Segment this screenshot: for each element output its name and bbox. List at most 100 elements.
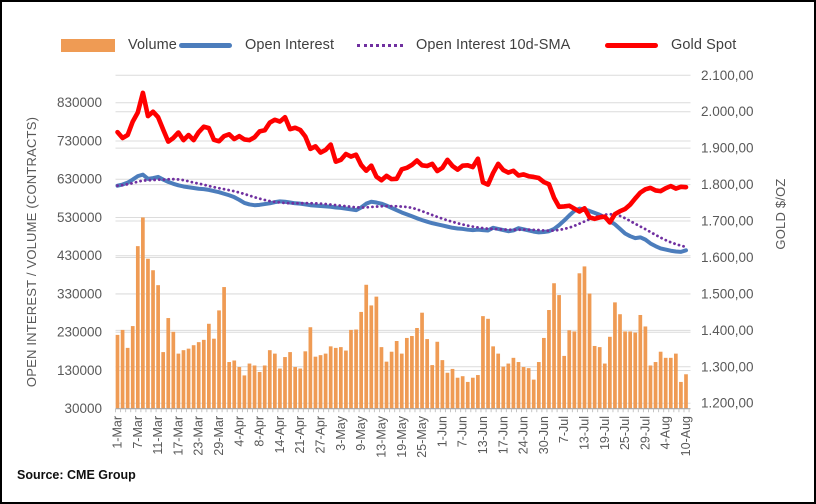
volume-bar (440, 360, 445, 409)
x-axis-tick-label: 3-May (334, 415, 348, 450)
volume-bar (455, 377, 460, 409)
volume-bar (338, 347, 343, 409)
volume-bar (404, 337, 409, 409)
volume-bar (435, 341, 440, 409)
volume-bar (531, 379, 536, 409)
volume-bar (328, 346, 333, 409)
left-axis-tick-label: 630000 (57, 172, 102, 187)
volume-bar (262, 365, 267, 409)
volume-bar (668, 357, 673, 409)
right-axis-tick-label: 2.000,00 (701, 104, 754, 119)
x-axis-tick-label: 24-Jun (517, 416, 531, 454)
left-axis-tick-label: 830000 (57, 95, 102, 110)
volume-bar (410, 336, 414, 409)
left-axis-tick-label: 530000 (57, 210, 102, 225)
volume-bar (212, 338, 216, 409)
x-axis-ticks (115, 408, 690, 413)
open-interest-line (115, 172, 688, 254)
x-axis-tick-label: 23-Mar (192, 416, 206, 456)
volume-bar (313, 356, 318, 409)
x-axis-tick-label: 7-Jul (557, 416, 571, 443)
volume-bar (638, 314, 643, 409)
volume-bar (653, 362, 658, 409)
volume-bar (267, 350, 272, 409)
volume-bar (166, 318, 171, 409)
volume-bar (146, 258, 150, 409)
volume-swatch-icon (61, 38, 115, 52)
volume-bar (420, 312, 424, 409)
volume-bars (115, 217, 688, 409)
volume-bar (486, 318, 490, 409)
right-axis-tick-label: 1.700,00 (701, 214, 754, 229)
left-axis-tick-label: 130000 (57, 363, 102, 378)
volume-bar (141, 217, 145, 409)
volume-bar (374, 296, 379, 409)
volume-bar (521, 367, 526, 409)
legend-label-volume: Volume (128, 37, 177, 53)
volume-bar (217, 310, 221, 409)
volume-bar (222, 287, 226, 409)
volume-bar (597, 347, 602, 409)
legend-label-gold-spot: Gold Spot (671, 37, 737, 53)
volume-bar (364, 284, 369, 409)
volume-bar (247, 363, 252, 409)
volume-bar (115, 334, 120, 409)
volume-bar (628, 331, 633, 409)
volume-bar (516, 362, 521, 409)
volume-bar (252, 365, 257, 409)
x-axis-tick-label: 1-Mar (111, 416, 125, 449)
x-axis-tick-label: 21-Apr (293, 416, 307, 454)
volume-bar (587, 293, 592, 409)
volume-bar (232, 360, 237, 409)
volume-bar (552, 283, 556, 409)
x-axis-tick-label: 13-Jul (577, 416, 591, 450)
volume-bar (577, 273, 582, 409)
volume-bar (592, 345, 597, 409)
volume-bar (293, 367, 298, 409)
volume-bar (369, 305, 374, 409)
volume-bar (176, 353, 181, 409)
axis-labels: 830000 730000 630000 530000 430000 330000 2300… (24, 68, 788, 458)
volume-bar (511, 357, 516, 409)
volume-bar (679, 381, 683, 409)
volume-bar (156, 285, 160, 409)
volume-bar (135, 246, 140, 409)
volume-bar (618, 314, 622, 409)
volume-bar (633, 332, 638, 409)
legend-label-open-interest-sma: Open Interest 10d-SMA (416, 37, 571, 53)
volume-bar (171, 331, 176, 409)
volume-bar (674, 353, 678, 409)
x-axis-tick-label: 25-May (415, 415, 429, 457)
volume-bar (379, 347, 384, 409)
x-axis-tick-label: 19-May (395, 415, 409, 457)
volume-bar (536, 362, 541, 409)
volume-bar (273, 353, 277, 409)
volume-bar (501, 366, 506, 409)
volume-bar (394, 341, 399, 409)
volume-bar (308, 327, 313, 409)
x-axis-tick-label: 17-Jun (496, 416, 510, 454)
volume-bar (283, 357, 287, 409)
volume-bar (242, 375, 247, 409)
volume-bar (445, 372, 450, 409)
open-interest-sma-swatch-icon (357, 43, 403, 47)
x-axis-tick-label: 13-May (374, 415, 388, 457)
left-axis-tick-label: 330000 (57, 286, 102, 301)
legend-item-volume: Volume (61, 32, 177, 58)
volume-bar (506, 363, 511, 409)
volume-bar (298, 368, 303, 409)
x-axis-tick-label: 29-Jul (638, 416, 652, 450)
right-axis-tick-label: 1.400,00 (701, 323, 754, 338)
x-axis-tick-label: 7-Jun (456, 416, 470, 447)
gold-spot-swatch-icon (605, 42, 658, 48)
volume-bar (278, 368, 282, 409)
right-axis-tick-label: 1.900,00 (701, 141, 754, 156)
volume-bar (151, 270, 155, 409)
right-axis-title: GOLD $/OZ (773, 178, 788, 249)
volume-bar (562, 355, 567, 409)
legend: Volume Open Interest Open Interest 10d-S… (2, 32, 814, 58)
volume-bar (399, 353, 404, 409)
volume-bar (526, 368, 531, 409)
